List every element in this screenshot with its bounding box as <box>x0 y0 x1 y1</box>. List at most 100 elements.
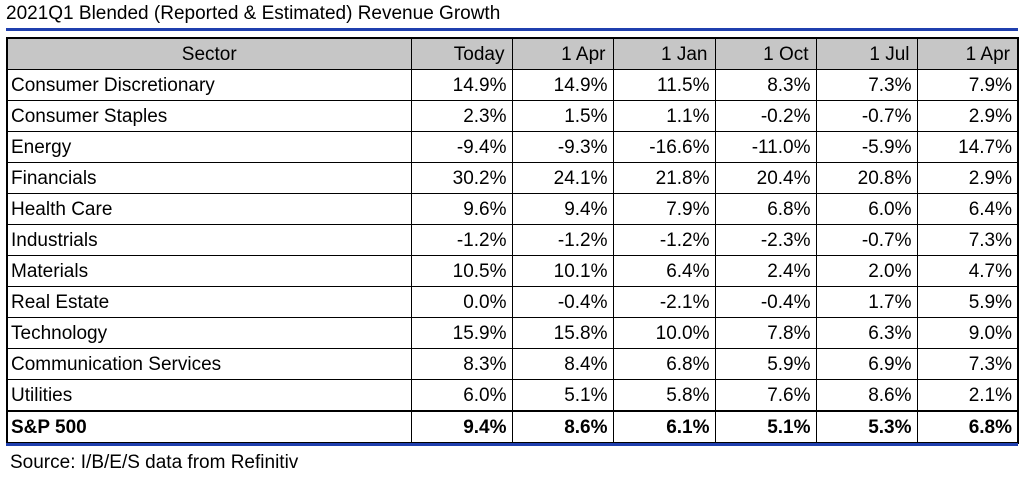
sector-cell: Technology <box>6 317 412 349</box>
sector-cell: Utilities <box>6 379 412 412</box>
column-header-1-apr-prior: 1 Apr <box>916 37 1019 70</box>
column-header-1-oct: 1 Oct <box>714 37 817 70</box>
column-header-sector: Sector <box>6 37 412 70</box>
revenue-growth-table: Sector Today 1 Apr 1 Jan 1 Oct 1 Jul 1 A… <box>6 37 1019 444</box>
value-cell: -1.2% <box>511 224 614 256</box>
sector-cell: Financials <box>6 162 412 194</box>
value-cell: 8.6% <box>815 379 918 412</box>
value-cell: 15.8% <box>511 317 614 349</box>
header-row: Sector Today 1 Apr 1 Jan 1 Oct 1 Jul 1 A… <box>6 37 1019 70</box>
value-cell: 6.3% <box>815 317 918 349</box>
value-cell: 2.9% <box>916 162 1019 194</box>
value-cell: 6.0% <box>815 193 918 225</box>
value-cell: -2.1% <box>612 286 716 318</box>
sector-cell: Health Care <box>6 193 412 225</box>
value-cell: -9.4% <box>410 131 513 163</box>
value-cell: 21.8% <box>612 162 716 194</box>
value-cell: 6.8% <box>612 348 716 380</box>
column-header-1-jan: 1 Jan <box>612 37 716 70</box>
column-header-1-apr: 1 Apr <box>511 37 614 70</box>
value-cell: 7.9% <box>916 69 1019 101</box>
value-cell: -0.7% <box>815 224 918 256</box>
value-cell: 7.8% <box>714 317 817 349</box>
table-row: Consumer Staples 2.3% 1.5% 1.1% -0.2% -0.7% 2.… <box>6 100 1019 132</box>
value-cell: -0.2% <box>714 100 817 132</box>
table-title: 2021Q1 Blended (Reported & Estimated) Re… <box>6 3 501 24</box>
value-cell: 10.5% <box>410 255 513 287</box>
sector-cell: Industrials <box>6 224 412 256</box>
value-cell: 15.9% <box>410 317 513 349</box>
sector-cell: Communication Services <box>6 348 412 380</box>
column-header-1-jul: 1 Jul <box>815 37 918 70</box>
value-cell: 6.0% <box>410 379 513 412</box>
value-cell: 20.4% <box>714 162 817 194</box>
value-cell: 2.0% <box>815 255 918 287</box>
value-cell: 7.9% <box>612 193 716 225</box>
value-cell: 2.1% <box>916 379 1019 412</box>
value-cell: 24.1% <box>511 162 614 194</box>
sector-cell: Consumer Discretionary <box>6 69 412 101</box>
top-rule <box>6 28 1018 31</box>
table-row: Real Estate 0.0% -0.4% -2.1% -0.4% 1.7% 5.9% <box>6 286 1019 318</box>
value-cell: -11.0% <box>714 131 817 163</box>
value-cell: 8.6% <box>511 410 614 444</box>
sector-cell: S&P 500 <box>6 410 412 444</box>
sector-cell: Real Estate <box>6 286 412 318</box>
table-row: Materials 10.5% 10.1% 6.4% 2.4% 2.0% 4.7% <box>6 255 1019 287</box>
value-cell: 11.5% <box>612 69 716 101</box>
value-cell: 20.8% <box>815 162 918 194</box>
value-cell: 14.9% <box>410 69 513 101</box>
value-cell: 5.8% <box>612 379 716 412</box>
sector-cell: Consumer Staples <box>6 100 412 132</box>
value-cell: 8.3% <box>714 69 817 101</box>
value-cell: 0.0% <box>410 286 513 318</box>
table-row: Financials 30.2% 24.1% 21.8% 20.4% 20.8% 2.9% <box>6 162 1019 194</box>
value-cell: 5.1% <box>511 379 614 412</box>
table-row: Consumer Discretionary 14.9% 14.9% 11.5% 8.3… <box>6 69 1019 101</box>
value-cell: 6.1% <box>612 410 716 444</box>
table-row: Technology 15.9% 15.8% 10.0% 7.8% 6.3% 9.0% <box>6 317 1019 349</box>
value-cell: -16.6% <box>612 131 716 163</box>
value-cell: 14.7% <box>916 131 1019 163</box>
value-cell: 6.8% <box>916 410 1019 444</box>
value-cell: 30.2% <box>410 162 513 194</box>
value-cell: 5.9% <box>916 286 1019 318</box>
table-body: Consumer Discretionary 14.9% 14.9% 11.5% 8.3… <box>6 69 1019 444</box>
value-cell: 9.4% <box>410 410 513 444</box>
value-cell: 10.0% <box>612 317 716 349</box>
value-cell: 2.9% <box>916 100 1019 132</box>
value-cell: 9.0% <box>916 317 1019 349</box>
value-cell: -0.4% <box>511 286 614 318</box>
value-cell: -0.7% <box>815 100 918 132</box>
table-row: Health Care 9.6% 9.4% 7.9% 6.8% 6.0% 6.4% <box>6 193 1019 225</box>
value-cell: -1.2% <box>612 224 716 256</box>
value-cell: -0.4% <box>714 286 817 318</box>
table-row: Energy -9.4% -9.3% -16.6% -11.0% -5.9% 14.7% <box>6 131 1019 163</box>
value-cell: 6.4% <box>612 255 716 287</box>
value-cell: 9.6% <box>410 193 513 225</box>
value-cell: 7.3% <box>916 224 1019 256</box>
value-cell: 2.4% <box>714 255 817 287</box>
value-cell: 5.3% <box>815 410 918 444</box>
sector-cell: Energy <box>6 131 412 163</box>
value-cell: 7.6% <box>714 379 817 412</box>
column-header-today: Today <box>410 37 513 70</box>
value-cell: 1.7% <box>815 286 918 318</box>
value-cell: 8.4% <box>511 348 614 380</box>
table-row: Industrials -1.2% -1.2% -1.2% -2.3% -0.7% 7.3% <box>6 224 1019 256</box>
value-cell: 6.8% <box>714 193 817 225</box>
value-cell: 5.1% <box>714 410 817 444</box>
value-cell: 14.9% <box>511 69 614 101</box>
value-cell: -1.2% <box>410 224 513 256</box>
value-cell: 7.3% <box>916 348 1019 380</box>
total-row: S&P 500 9.4% 8.6% 6.1% 5.1% 5.3% 6.8% <box>6 410 1019 444</box>
value-cell: 8.3% <box>410 348 513 380</box>
value-cell: -9.3% <box>511 131 614 163</box>
value-cell: 10.1% <box>511 255 614 287</box>
table-row: Utilities 6.0% 5.1% 5.8% 7.6% 8.6% 2.1% <box>6 379 1019 412</box>
sector-cell: Materials <box>6 255 412 287</box>
value-cell: 5.9% <box>714 348 817 380</box>
value-cell: 1.5% <box>511 100 614 132</box>
value-cell: -2.3% <box>714 224 817 256</box>
table-row: Communication Services 8.3% 8.4% 6.8% 5.9% 6.… <box>6 348 1019 380</box>
